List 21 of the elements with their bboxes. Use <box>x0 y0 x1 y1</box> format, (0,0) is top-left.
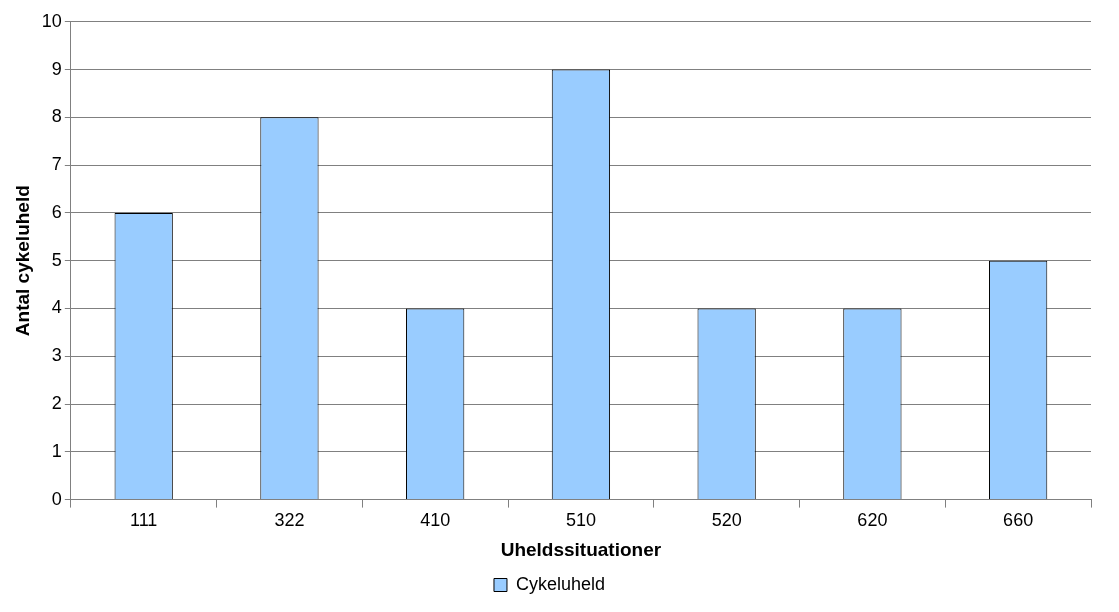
y-axis-title: Antal cykeluheld <box>11 185 33 337</box>
y-tick-label: 2 <box>51 393 62 414</box>
x-tick-label: 510 <box>565 510 596 531</box>
x-tick-label: 520 <box>711 510 742 531</box>
y-tick-label: 3 <box>51 345 62 366</box>
x-tick-label: 660 <box>1003 510 1034 531</box>
x-tick-label: 322 <box>274 510 305 531</box>
y-tick-label: 5 <box>51 249 62 270</box>
x-axis-title: Uheldssituationer <box>500 538 662 560</box>
y-tick-label: 0 <box>51 488 62 509</box>
y-tick-label: 1 <box>51 440 62 461</box>
x-tick-label: 410 <box>420 510 451 531</box>
x-tick-label: 111 <box>130 510 158 531</box>
y-tick-label: 8 <box>51 106 62 127</box>
legend-label: Cykeluheld <box>515 573 606 594</box>
y-tick-label: 9 <box>51 58 62 79</box>
y-tick-label: 7 <box>51 154 62 175</box>
y-tick-label: 10 <box>41 10 62 31</box>
x-tick-label: 620 <box>857 510 888 531</box>
y-tick-label: 6 <box>51 201 62 222</box>
y-tick-label: 4 <box>51 297 62 318</box>
